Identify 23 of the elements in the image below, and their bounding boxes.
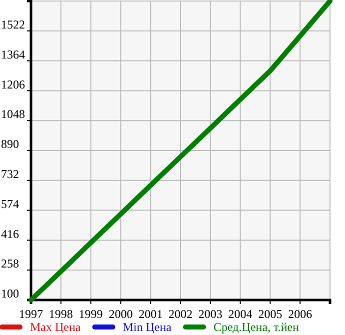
y-tick-label: 732 [1,167,19,181]
y-tick-label: 100 [1,286,19,301]
y-tick-label: 258 [1,256,19,271]
y-tick-label: 1206 [1,77,25,92]
x-tick-label: 2003 [198,306,222,321]
x-tick-label: 1997 [19,306,43,321]
x-tick-label: 2001 [138,306,163,321]
legend-label: Сред.Цена, т.йен [214,320,300,334]
legend-label: Min Цена [122,320,172,334]
y-tick-label: 416 [1,226,19,241]
y-tick-label: 1048 [1,107,25,122]
x-tick-label: 2002 [168,306,192,321]
y-tick-label: 1364 [1,47,25,62]
y-tick-label: 890 [1,137,19,152]
x-tick-label: 2005 [258,306,282,321]
x-tick-label: 1999 [78,306,103,321]
x-tick-label: 2006 [288,306,312,321]
x-tick-label: 2004 [228,306,252,321]
y-tick-label: 1522 [1,18,25,32]
legend-label: Max Цена [30,320,82,334]
y-tick-label: 574 [1,196,19,211]
x-tick-label: 2000 [108,306,133,321]
x-tick-label: 1998 [48,306,73,321]
